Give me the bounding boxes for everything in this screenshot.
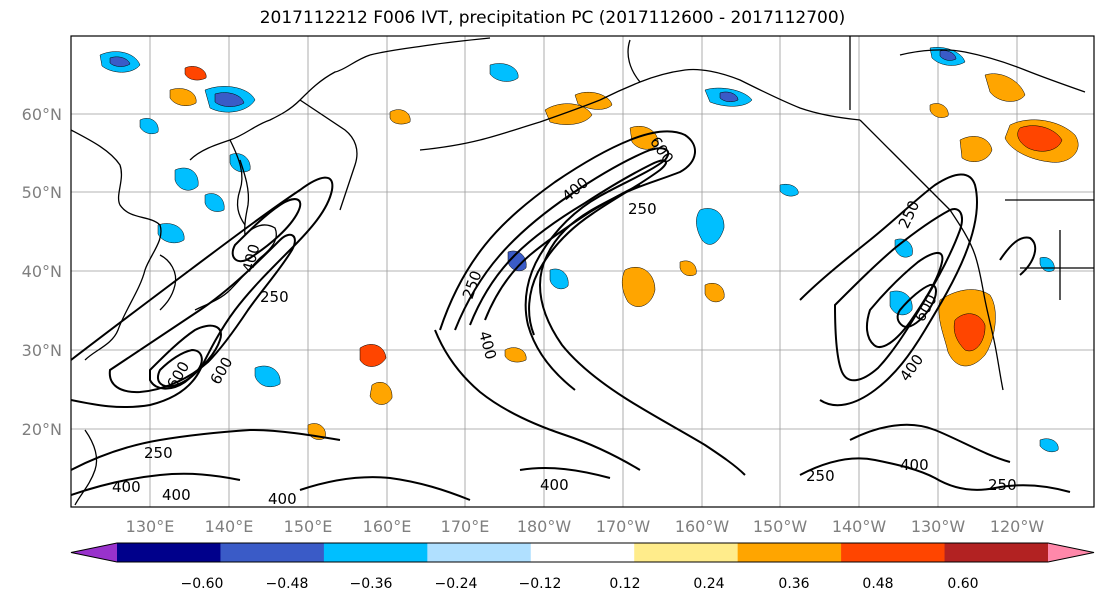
contour-label-400: 400 (268, 490, 297, 508)
contour-label-250: 250 (144, 444, 173, 462)
precip-positive-blob (621, 266, 656, 307)
lon-label: 130°W (911, 517, 966, 536)
precip-positive-blob (929, 103, 949, 118)
lon-label: 170°E (441, 517, 490, 536)
precip-negative-blob (889, 290, 913, 316)
precip-positive-blob (169, 88, 197, 106)
precip-positive-blob (359, 344, 387, 367)
latitude-labels: 60°N 50°N 40°N 30°N 20°N (22, 105, 62, 439)
lon-label: 130°E (126, 517, 175, 536)
lon-label: 140°E (205, 517, 254, 536)
colorbar (70, 542, 1095, 563)
lon-label: 140°W (832, 517, 887, 536)
colorbar-extend-low (71, 543, 117, 562)
lat-label: 30°N (22, 341, 62, 360)
colorbar-segment (530, 543, 635, 562)
precip-positive-blob (504, 347, 527, 363)
colorbar-tick-label: 0.36 (778, 576, 809, 592)
precip-negative-blob (489, 63, 519, 82)
map-frame (70, 35, 1095, 508)
precip-positive-blob (1017, 125, 1063, 152)
lon-label: 120°W (990, 517, 1045, 536)
colorbar-tick-label: −0.36 (350, 576, 393, 592)
lat-label: 60°N (22, 105, 62, 124)
colorbar-tick-label: 0.48 (862, 576, 893, 592)
map-title: 2017112212 F006 IVT, precipitation PC (2… (259, 8, 846, 28)
contour-label-400: 400 (900, 456, 929, 474)
contour-label-250: 250 (988, 476, 1017, 494)
contour-label-400: 400 (112, 478, 141, 496)
precip-negative-blob (719, 91, 739, 102)
precip-positive-blob (704, 282, 725, 303)
precip-negative-blob (779, 184, 799, 197)
lon-label: 150°W (753, 517, 808, 536)
colorbar-outline (70, 542, 1095, 563)
colorbar-segment (634, 543, 739, 562)
lon-label: 170°W (596, 517, 651, 536)
coastlines (71, 36, 1094, 506)
precip-negative-blob (1039, 438, 1059, 453)
contour-label-250: 250 (260, 288, 289, 306)
lon-label: 160°E (363, 517, 412, 536)
colorbar-segment (841, 543, 946, 562)
colorbar-tick-label: 0.12 (609, 576, 640, 592)
colorbar-segment (220, 543, 325, 562)
precip-negative-blob (139, 118, 159, 135)
precip-positive-blob (679, 260, 697, 276)
lon-label: 160°W (675, 517, 730, 536)
precip-negative-blob (204, 193, 225, 212)
precip-negative-blob (174, 167, 199, 191)
precip-negative-blob (696, 208, 725, 245)
precip-negative-blob (254, 365, 281, 387)
lon-label: 150°E (284, 517, 333, 536)
precip-positive-blob (629, 126, 659, 150)
precip-negative-blob (939, 50, 957, 61)
colorbar-tick-label: −0.60 (181, 576, 224, 592)
colorbar-tick-label: −0.24 (435, 576, 478, 592)
precip-negative-blob (157, 223, 185, 244)
precip-positive-blob (959, 136, 993, 162)
contour-label-250: 250 (806, 467, 835, 485)
contour-label-400: 400 (540, 476, 569, 494)
colorbar-segment (117, 543, 221, 562)
colorbar-segment (427, 543, 532, 562)
precip-shading (99, 47, 1079, 453)
precip-positive-blob (984, 73, 1026, 102)
lat-label: 50°N (22, 183, 62, 202)
colorbar-tick-label: −0.12 (519, 576, 562, 592)
longitude-labels: 130°E 140°E 150°E 160°E 170°E 180°W 170°… (126, 517, 1045, 536)
colorbar-tick-label: 0.60 (947, 576, 978, 592)
colorbar-segment (944, 543, 1049, 562)
ivt-contours (71, 130, 1071, 501)
precip-negative-blob (549, 268, 569, 290)
lat-label: 20°N (22, 420, 62, 439)
lat-label: 40°N (22, 262, 62, 281)
precip-negative-blob (109, 56, 131, 67)
colorbar-segment (737, 543, 842, 562)
colorbar-labels: −0.60 −0.48 −0.36 −0.24 −0.12 0.12 0.24 … (181, 576, 979, 592)
colorbar-extend-high (1048, 543, 1094, 562)
contour-label-250: 250 (628, 200, 657, 218)
precip-positive-blob (953, 313, 986, 352)
colorbar-tick-label: 0.24 (693, 576, 724, 592)
contour-label-400: 400 (162, 486, 191, 504)
precip-positive-blob (369, 382, 393, 405)
lon-label: 180°W (517, 517, 572, 536)
precip-negative-blob (507, 250, 527, 272)
precip-negative-blob (214, 92, 245, 107)
precip-positive-blob (574, 91, 613, 110)
colorbar-tick-label: −0.48 (266, 576, 309, 592)
colorbar-segment (323, 543, 428, 562)
precip-positive-blob (389, 109, 411, 125)
precip-positive-blob (544, 103, 593, 125)
precip-positive-blob (184, 66, 207, 81)
